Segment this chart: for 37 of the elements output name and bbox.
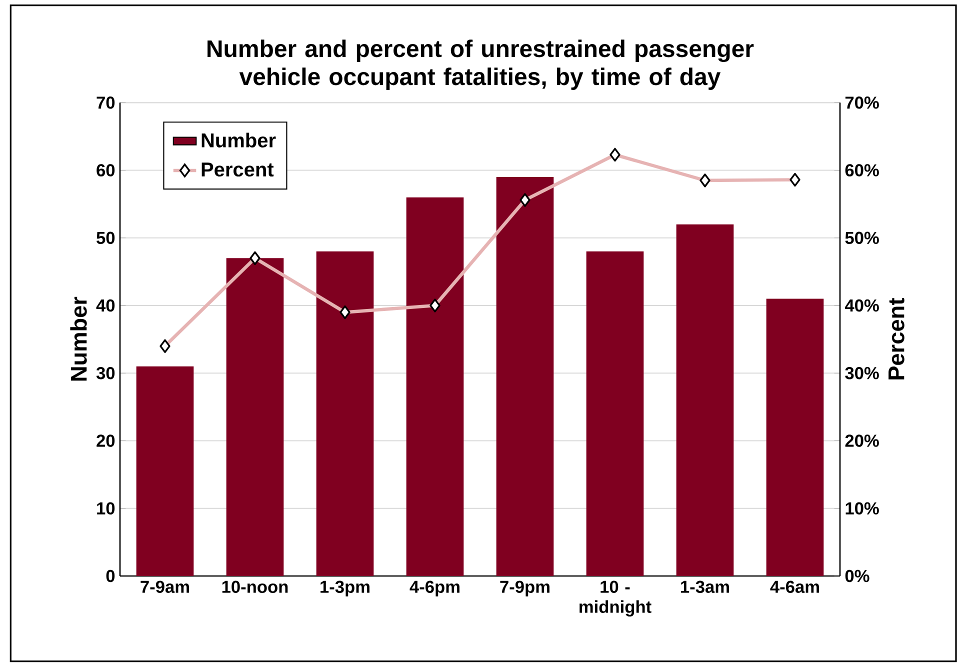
y2-tick-label: 70% [845,96,879,109]
y2-tick-label: 0% [845,570,870,582]
bar [766,298,824,576]
y-tick-label: 0 [106,570,115,582]
y-tick-label: 10 [97,502,115,515]
x-tick-label: 10 - midnight [580,580,652,617]
x-tick-label: 1-3am [681,580,729,594]
y-tick-label: 50 [96,232,115,244]
bar [226,258,284,576]
y2-tick-label: 40% [844,300,879,312]
bar [316,252,374,576]
x-tick-label: 7-9pm [500,580,550,597]
y2-axis-title: Percent [888,298,904,380]
x-tick-label: 10-noon [222,580,288,594]
y-tick-label: 30 [96,367,115,380]
x-tick-label: 7-9am [140,580,189,594]
legend-label: Percent [202,162,274,177]
x-tick-label: 4-6am [770,580,819,594]
y2-tick-label: 30% [845,367,879,380]
chart-title: Number and percent of unrestrained passenger vehicle occupant fatalities, by time of day [208,40,754,90]
y2-tick-label: 50% [845,232,879,244]
y-tick-label: 20 [96,434,115,448]
bar [676,224,734,576]
bar [406,197,464,576]
y-tick-label: 60 [96,164,115,177]
y2-tick-label: 20% [845,434,879,448]
y2-tick-label: 60% [845,164,879,177]
y-tick-label: 40 [96,300,115,312]
bar [586,252,644,576]
y-axis-title: Number [70,297,87,381]
y-tick-label: 70 [96,96,115,109]
x-tick-label: 1-3pm [320,580,370,597]
y2-tick-label: 10% [846,502,879,515]
bar [496,177,554,576]
legend-label: Number [202,132,276,148]
bar [136,366,194,576]
x-tick-label: 4-6pm [410,580,460,597]
